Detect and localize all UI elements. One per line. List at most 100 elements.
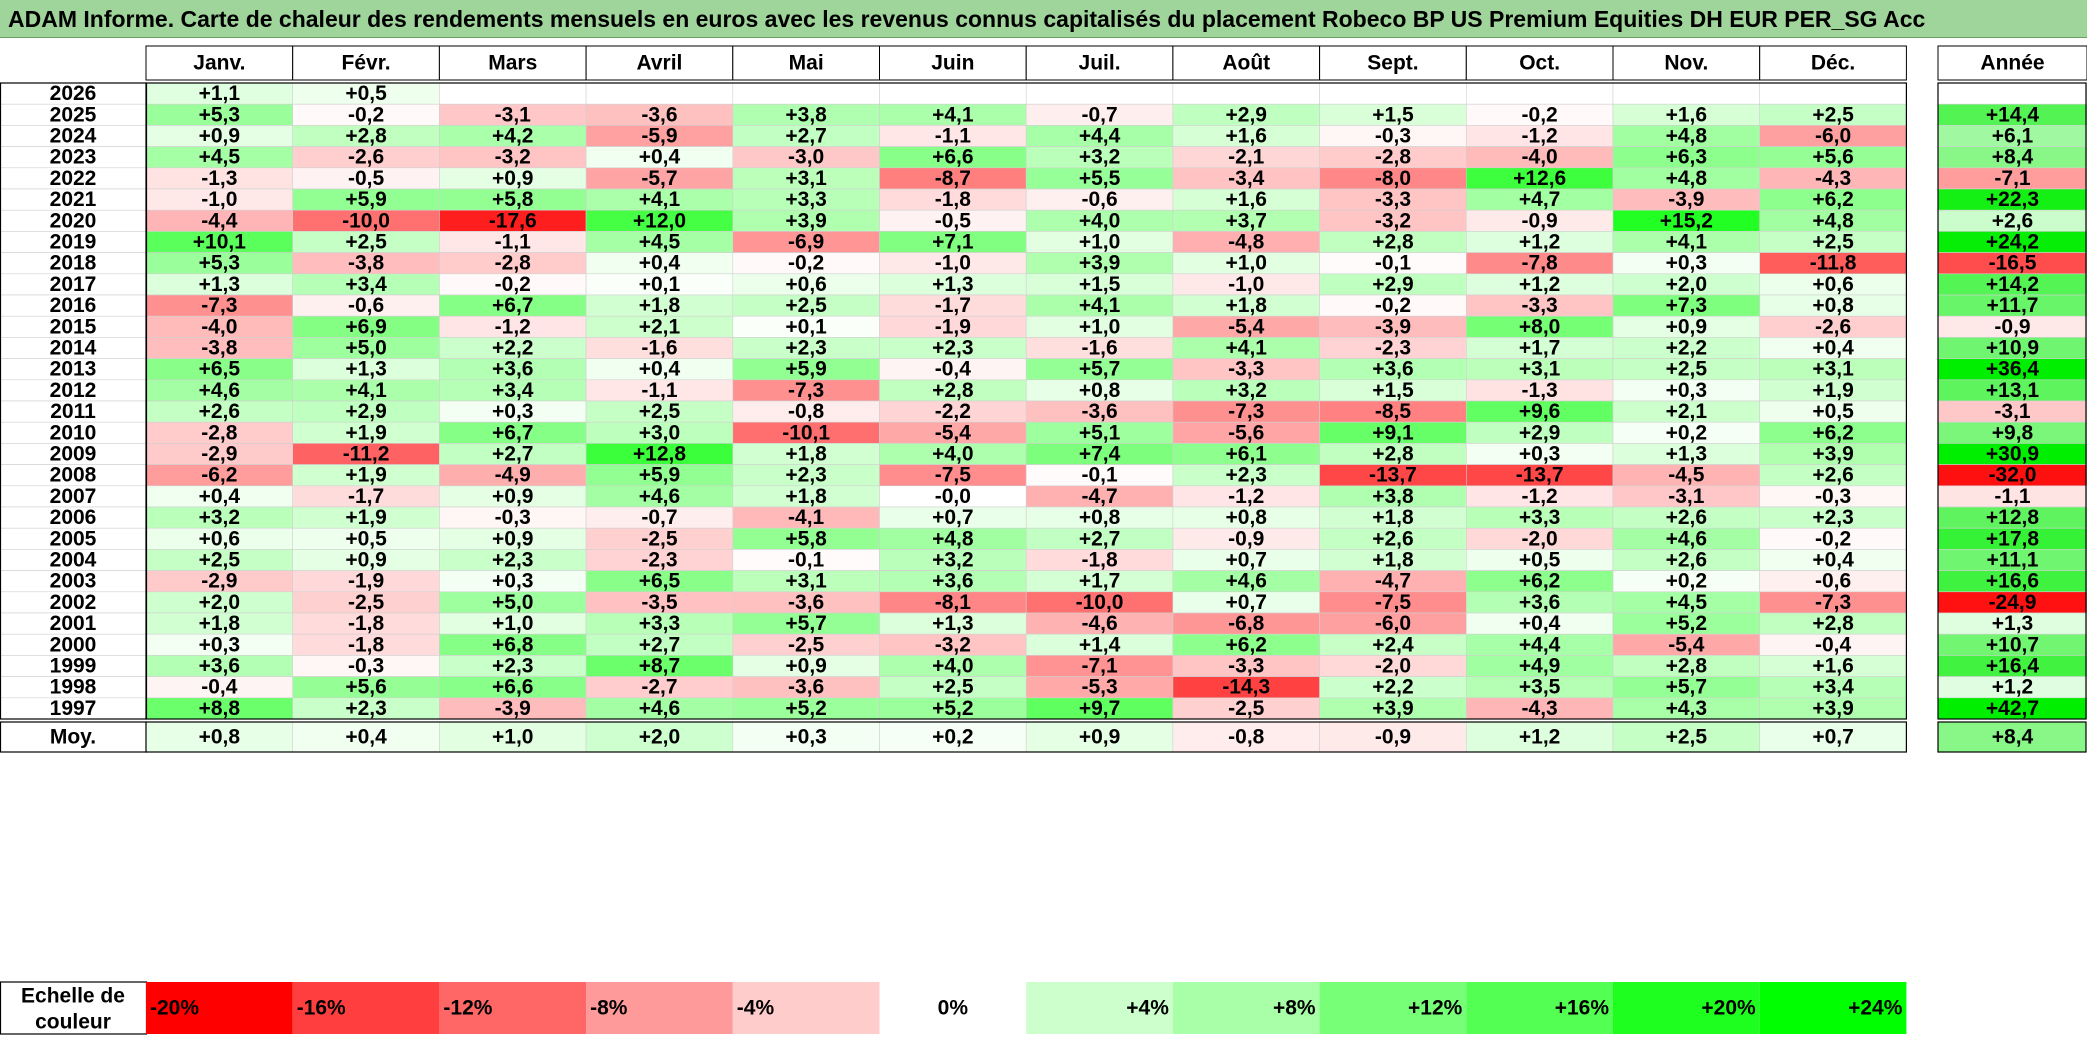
heat-cell-value: +4,6 xyxy=(639,485,680,508)
heat-cell-value: +2,4 xyxy=(1372,633,1414,656)
heat-cell-value: +3,8 xyxy=(785,103,827,126)
month-header-cell xyxy=(879,45,1027,81)
heat-cell-value: -7,3 xyxy=(201,294,237,317)
heat-cell-value: -7,5 xyxy=(1375,591,1412,614)
heat-cell-value: -3,2 xyxy=(495,146,531,169)
heat-cell-value: +1,0 xyxy=(1079,315,1120,338)
heat-cell-value: -8,5 xyxy=(1375,400,1412,423)
heat-cell-value: -3,9 xyxy=(1375,315,1411,338)
average-cell xyxy=(1172,721,1320,753)
heat-cell-value: +5,6 xyxy=(345,676,386,699)
annual-cell-value: +6,1 xyxy=(1992,125,2034,148)
heat-cell-value: +3,9 xyxy=(1812,697,1853,720)
color-scale-step-label: +12% xyxy=(1408,997,1463,1020)
heat-cell-value: +3,5 xyxy=(1519,676,1561,699)
heat-cell-value: +3,2 xyxy=(1079,146,1120,169)
heat-cell-value: +2,5 xyxy=(1812,231,1854,254)
heat-cell-value: +1,0 xyxy=(492,612,533,635)
heat-cell-value: -7,8 xyxy=(1522,252,1559,275)
heat-cell-value: -0,0 xyxy=(935,485,971,508)
month-header-cell xyxy=(438,45,587,81)
heat-cell-value: -8,7 xyxy=(935,167,971,190)
average-cell xyxy=(879,721,1027,753)
heat-cell-value: +4,8 xyxy=(1666,167,1708,190)
heat-cell-value: -11,2 xyxy=(343,443,390,466)
heat-cell-value: +1,5 xyxy=(1372,379,1414,402)
heat-cell-value: +10,1 xyxy=(193,231,246,254)
heat-cell-value: -4,3 xyxy=(1815,167,1851,190)
heat-cell-value: +2,8 xyxy=(1812,612,1854,635)
heat-cell-value: +1,9 xyxy=(345,506,386,529)
heat-cell-value: +1,8 xyxy=(785,485,827,508)
heat-cell xyxy=(879,82,1027,105)
annual-header-cell xyxy=(1937,45,2087,81)
heat-cell-value: +2,8 xyxy=(1666,655,1708,678)
heat-cell-value: +0,6 xyxy=(1812,273,1853,296)
heat-cell-value: +0,4 xyxy=(1519,612,1561,635)
heat-cell-value: -1,2 xyxy=(1228,485,1264,508)
heat-cell-value: +2,5 xyxy=(1812,103,1854,126)
heat-cell-value: -3,5 xyxy=(641,591,678,614)
heat-cell-value: +9,7 xyxy=(1079,697,1120,720)
heat-cell-value: -7,3 xyxy=(788,379,824,402)
heat-cell-value: -1,1 xyxy=(641,379,678,402)
heat-cell-value: +0,9 xyxy=(492,167,533,190)
heat-cell-value: +3,8 xyxy=(1372,485,1414,508)
heat-cell-value: +2,6 xyxy=(199,400,240,423)
heat-cell-value: -5,7 xyxy=(641,167,677,190)
year-label: 2010 xyxy=(50,421,97,444)
heat-cell-value: +2,2 xyxy=(1372,676,1413,699)
heat-cell-value: -2,9 xyxy=(201,570,237,593)
color-scale-step-label: 0% xyxy=(938,997,969,1020)
year-label: 2012 xyxy=(50,379,97,402)
annual-cell-value: +36,4 xyxy=(1986,358,2039,381)
heat-cell-value: -3,1 xyxy=(1668,485,1705,508)
heat-cell-value: -1,8 xyxy=(348,612,385,635)
heat-cell-value: +2,3 xyxy=(1812,506,1853,529)
heat-cell-value: +2,2 xyxy=(1666,337,1707,360)
average-cell-value: +0,9 xyxy=(1079,726,1120,749)
year-label: 2003 xyxy=(50,570,97,593)
heat-cell-value: +5,9 xyxy=(639,464,680,487)
heat-cell-value: +0,2 xyxy=(1666,570,1707,593)
heat-cell-value: -2,6 xyxy=(348,146,384,169)
heat-cell-value: +2,1 xyxy=(1666,400,1708,423)
heat-cell-value: -3,6 xyxy=(1081,400,1117,423)
annual-cell-value: +17,8 xyxy=(1986,527,2039,550)
year-label: 2015 xyxy=(50,315,97,338)
average-cell-value: +0,7 xyxy=(1812,726,1853,749)
heat-cell-value: +3,7 xyxy=(1226,209,1267,232)
heat-cell-value: +0,8 xyxy=(1079,506,1121,529)
heat-cell-value: -2,5 xyxy=(788,633,825,656)
heat-cell-value: +1,3 xyxy=(199,273,240,296)
heat-cell-value: +2,6 xyxy=(1372,527,1413,550)
color-scale-swatch xyxy=(1759,982,1907,1034)
annual-cell-value: -0,9 xyxy=(1994,315,2030,338)
color-scale-swatch xyxy=(879,982,1027,1034)
heat-cell-value: -2,1 xyxy=(1228,146,1265,169)
heat-cell-value: -4,8 xyxy=(1228,231,1265,254)
heat-cell-value: +1,5 xyxy=(1079,273,1121,296)
heat-cell-value: -3,9 xyxy=(495,697,531,720)
heat-cell-value: -1,2 xyxy=(1522,125,1558,148)
heat-cell-value: -1,3 xyxy=(1522,379,1558,402)
heat-cell-value: +3,9 xyxy=(1372,697,1413,720)
month-header-label: Mars xyxy=(488,52,537,75)
heat-cell-value: -4,0 xyxy=(201,315,237,338)
heat-cell-value: +1,3 xyxy=(1666,443,1707,466)
heat-cell-value: -0,2 xyxy=(1375,294,1411,317)
annual-cell xyxy=(1937,82,2087,105)
heat-cell-value: +7,1 xyxy=(932,231,974,254)
heat-cell-value: +0,8 xyxy=(1226,506,1268,529)
heat-cell-value: +4,3 xyxy=(1666,697,1707,720)
heat-cell-value: +4,1 xyxy=(1226,337,1268,360)
heat-cell-value: -0,2 xyxy=(788,252,824,275)
heat-cell-value: +4,8 xyxy=(1666,125,1708,148)
heat-cell-value: +2,7 xyxy=(639,633,680,656)
annual-cell-value: +14,4 xyxy=(1986,103,2039,126)
heat-cell xyxy=(585,82,734,105)
heat-cell-value: +2,8 xyxy=(345,125,387,148)
year-label: 2017 xyxy=(50,273,97,296)
month-header-label: Oct. xyxy=(1519,52,1560,75)
average-annual-value: +8,4 xyxy=(1992,726,2034,749)
